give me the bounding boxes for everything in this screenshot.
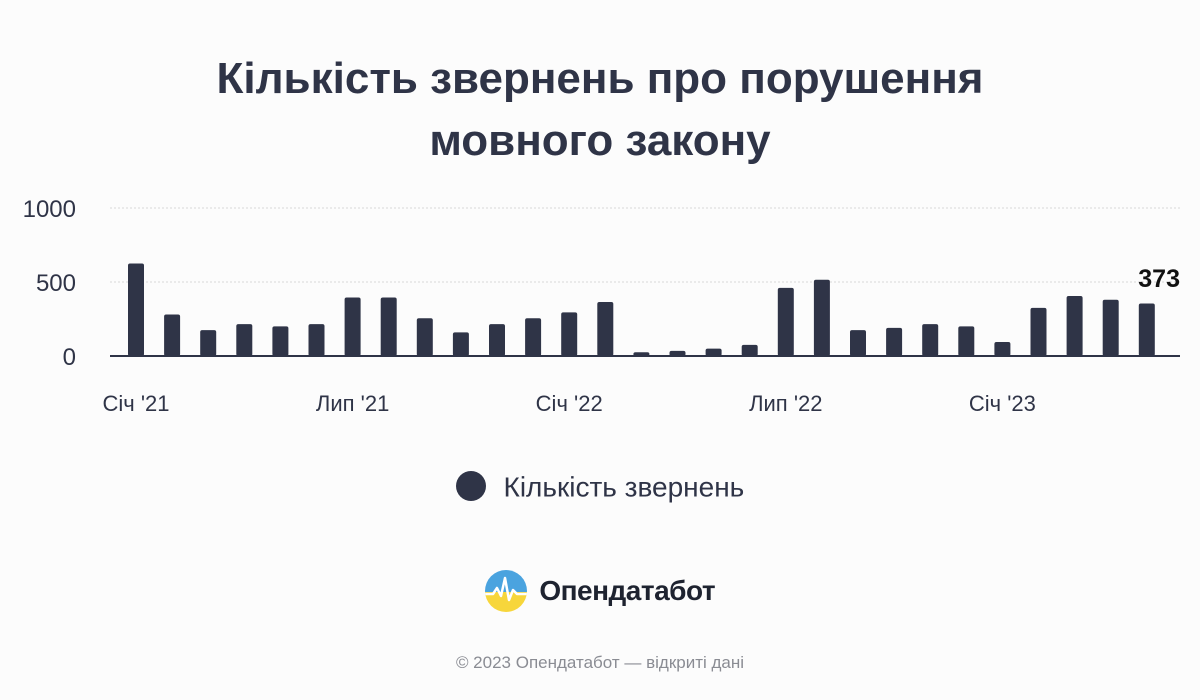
bar: [886, 327, 903, 356]
bar: [958, 326, 975, 356]
bar: [813, 279, 830, 356]
bar: [416, 318, 433, 356]
bar: [561, 312, 578, 356]
bar: [777, 287, 794, 356]
x-tick-label: Січ '21: [102, 391, 169, 416]
y-tick-label: 0: [63, 344, 76, 371]
opendatabot-logo-icon: [484, 570, 527, 612]
footer-copyright: © 2023 Опендатабот — відкриті дані: [455, 653, 745, 672]
x-tick-label: Лип '22: [749, 391, 822, 416]
bar: [128, 263, 144, 356]
bar: [1030, 307, 1047, 356]
bar: [272, 326, 289, 356]
chart-title-line-2: мовного закону: [429, 116, 771, 165]
bar: [164, 314, 181, 356]
legend-dot-icon: [455, 470, 486, 501]
bar-chart: 0 500 1000 Січ '21 Лип '21 Січ '22 Лип '22 Січ …: [23, 196, 1180, 416]
bar: [994, 341, 1011, 356]
chart-title-line-1: Кількість звернень про порушення: [216, 54, 984, 103]
bar: [1102, 299, 1119, 356]
chart-title: Кількість звернень про порушення мовного…: [0, 48, 1200, 172]
brand-name: Опендатабот: [539, 575, 716, 606]
bar: [1066, 296, 1083, 356]
data-label-last: 373: [1138, 265, 1180, 293]
bar: [489, 324, 505, 356]
legend-label: Кількість звернень: [503, 471, 745, 503]
bar: [669, 350, 686, 356]
y-tick-label: 1000: [23, 196, 76, 223]
bar: [308, 324, 325, 356]
bar: [344, 297, 361, 356]
bar: [525, 318, 542, 356]
y-tick-label: 500: [36, 270, 76, 297]
bar: [1138, 303, 1155, 356]
legend[interactable]: Кількість звернень: [0, 470, 1200, 504]
bar: [597, 301, 614, 356]
bar: [200, 330, 217, 356]
brand: Опендатабот: [0, 570, 1200, 616]
bar: [452, 332, 469, 356]
x-tick-label: Січ '23: [969, 391, 1036, 416]
bar: [380, 297, 397, 356]
x-tick-label: Січ '22: [536, 391, 603, 416]
bar: [236, 324, 253, 356]
bar: [741, 344, 758, 356]
bar: [850, 330, 866, 356]
bar: [705, 348, 722, 356]
bar: [922, 324, 939, 356]
x-tick-label: Лип '21: [316, 391, 389, 416]
